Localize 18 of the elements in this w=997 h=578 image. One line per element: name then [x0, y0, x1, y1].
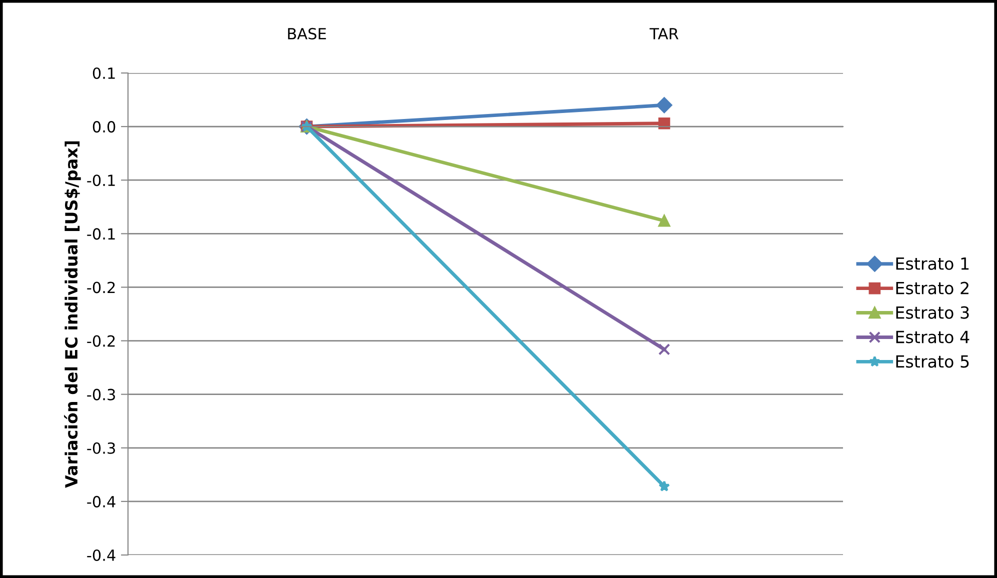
legend-label: Estrato 4 — [896, 330, 970, 344]
y-tick-label: -0.3 — [87, 442, 115, 454]
y-tick-label: -0.1 — [87, 228, 115, 240]
x-tick-label: BASE — [288, 28, 326, 40]
y-tick-label: -0.4 — [87, 496, 116, 508]
y-tick-label: 0.1 — [92, 67, 115, 80]
legend-label: Estrato 2 — [896, 282, 968, 294]
y-tick-label: 0.0 — [92, 121, 116, 133]
y-tick-label: -0.2 — [87, 335, 115, 347]
legend-label: Estrato 5 — [896, 355, 969, 368]
y-tick-label: -0.3 — [87, 388, 115, 400]
y-tick-label: -0.2 — [87, 282, 115, 294]
y-axis-title: Variación del EC individual [US$/pax] — [64, 141, 81, 488]
y-tick-label: -0.4 — [87, 549, 116, 562]
legend-label: Estrato 1 — [896, 258, 969, 270]
y-tick-label: -0.1 — [87, 174, 115, 186]
x-tick-label: TAR — [650, 28, 678, 40]
legend-label: Estrato 3 — [896, 306, 969, 319]
